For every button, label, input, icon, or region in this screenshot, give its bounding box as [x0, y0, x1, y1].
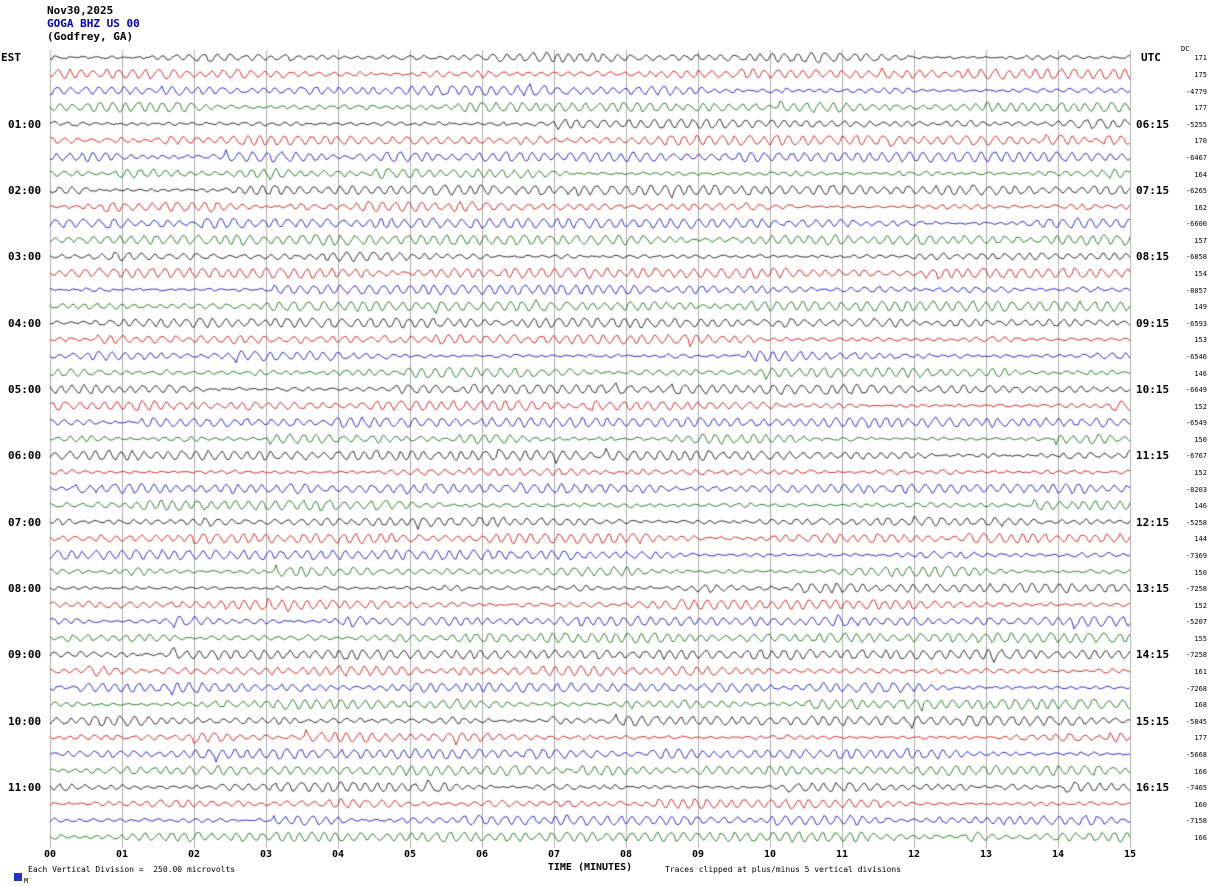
x-tick-label: 10	[763, 849, 777, 860]
corner-mark: M	[24, 877, 29, 885]
x-tick-label: 03	[259, 849, 273, 860]
trace-dc-value: 144	[1194, 535, 1207, 544]
trace-dc-value: -6546	[1185, 352, 1207, 361]
x-tick-label: 02	[187, 849, 201, 860]
trace-dc-value: 152	[1194, 402, 1207, 411]
trace-dc-value: -6600	[1185, 220, 1207, 229]
est-time-label: 03:00	[8, 250, 42, 264]
utc-time-label: 09:15	[1136, 316, 1170, 330]
trace-dc-value: -6549	[1185, 419, 1207, 428]
trace-dc-value: -7268	[1185, 684, 1207, 693]
dc-offset-column-label: DC	[1181, 45, 1190, 53]
trace-dc-value: 155	[1194, 634, 1207, 643]
clipping-note: Traces clipped at plus/minus 5 vertical …	[665, 865, 902, 874]
trace-dc-value: -6649	[1185, 386, 1207, 395]
trace-dc-value: -6467	[1185, 153, 1207, 162]
trace-dc-value: 166	[1194, 767, 1207, 776]
title-date: Nov30,2025	[47, 4, 114, 17]
trace-dc-value: -4779	[1185, 87, 1207, 96]
trace-dc-value: 162	[1194, 203, 1207, 212]
trace-dc-value: 150	[1194, 435, 1207, 444]
trace-dc-value: 152	[1194, 469, 1207, 478]
trace-dc-value: 164	[1194, 170, 1207, 179]
trace-dc-value: 153	[1194, 336, 1207, 345]
trace-dc-value: 175	[1194, 71, 1207, 80]
trace-dc-value: 146	[1194, 369, 1207, 378]
trace-dc-value: -6265	[1185, 187, 1207, 196]
x-tick-label: 12	[907, 849, 921, 860]
utc-time-label: 16:15	[1136, 781, 1170, 795]
vertical-scale-note: Each Vertical Division = 250.00 microvol…	[28, 865, 236, 874]
est-time-label: 11:00	[8, 781, 42, 795]
x-tick-label: 07	[547, 849, 561, 860]
trace-dc-value: 150	[1194, 568, 1207, 577]
trace-dc-value: 154	[1194, 270, 1207, 279]
trace-dc-value: -8203	[1185, 485, 1207, 494]
utc-time-label: 14:15	[1136, 648, 1170, 662]
x-tick-label: 15	[1123, 849, 1137, 860]
x-tick-label: 01	[115, 849, 129, 860]
utc-time-label: 10:15	[1136, 383, 1170, 397]
right-axis-label: UTC	[1141, 51, 1161, 64]
x-tick-label: 13	[979, 849, 993, 860]
est-time-label: 10:00	[8, 714, 42, 728]
left-axis-label: EST	[1, 51, 21, 64]
utc-time-label: 07:15	[1136, 184, 1170, 198]
trace-dc-value: -7369	[1185, 551, 1207, 560]
est-time-label: 04:00	[8, 316, 42, 330]
est-time-label: 09:00	[8, 648, 42, 662]
utc-time-label: 13:15	[1136, 582, 1170, 596]
x-tick-label: 11	[835, 849, 849, 860]
utc-time-label: 06:15	[1136, 117, 1170, 131]
utc-time-label: 12:15	[1136, 515, 1170, 529]
est-time-label: 06:00	[8, 449, 42, 463]
trace-dc-value: 177	[1194, 734, 1207, 743]
trace-dc-value: -7158	[1185, 817, 1207, 826]
trace-dc-value: 161	[1194, 668, 1207, 677]
trace-dc-value: -7258	[1185, 585, 1207, 594]
x-tick-label: 09	[691, 849, 705, 860]
trace-dc-value: -5255	[1185, 120, 1207, 129]
trace-dc-value: 170	[1194, 137, 1207, 146]
trace-dc-value: -5845	[1185, 717, 1207, 726]
trace-dc-value: -6767	[1185, 452, 1207, 461]
utc-time-label: 08:15	[1136, 250, 1170, 264]
x-tick-label: 14	[1051, 849, 1065, 860]
trace-dc-value: -7258	[1185, 651, 1207, 660]
x-tick-label: 04	[331, 849, 345, 860]
x-tick-label: 08	[619, 849, 633, 860]
trace-dc-value: -5668	[1185, 750, 1207, 759]
trace-dc-value: 166	[1194, 833, 1207, 842]
x-tick-label: 00	[43, 849, 57, 860]
trace-dc-value: 160	[1194, 800, 1207, 809]
trace-dc-value: 171	[1194, 54, 1207, 63]
x-tick-label: 06	[475, 849, 489, 860]
trace-dc-value: 149	[1194, 303, 1207, 312]
est-time-label: 05:00	[8, 383, 42, 397]
est-time-label: 07:00	[8, 515, 42, 529]
trace-dc-value: -6858	[1185, 253, 1207, 262]
x-axis-title: TIME (MINUTES)	[547, 862, 633, 873]
logo-mark	[14, 873, 22, 881]
x-tick-label: 05	[403, 849, 417, 860]
trace-dc-value: -7465	[1185, 784, 1207, 793]
trace-dc-value: -5258	[1185, 518, 1207, 527]
est-time-label: 02:00	[8, 184, 42, 198]
est-time-label: 01:00	[8, 117, 42, 131]
trace-dc-value: -5207	[1185, 618, 1207, 627]
title-location: (Godfrey, GA)	[47, 30, 134, 43]
trace-dc-value: -8057	[1185, 286, 1207, 295]
utc-time-label: 15:15	[1136, 714, 1170, 728]
trace-dc-value: -6593	[1185, 319, 1207, 328]
trace-dc-value: 168	[1194, 701, 1207, 710]
trace-dc-value: 177	[1194, 104, 1207, 113]
trace-dc-value: 146	[1194, 502, 1207, 511]
est-time-label: 08:00	[8, 582, 42, 596]
trace-dc-value: 157	[1194, 236, 1207, 245]
utc-time-label: 11:15	[1136, 449, 1170, 463]
title-station: GOGA BHZ US 00	[47, 17, 140, 30]
trace-dc-value: 152	[1194, 601, 1207, 610]
